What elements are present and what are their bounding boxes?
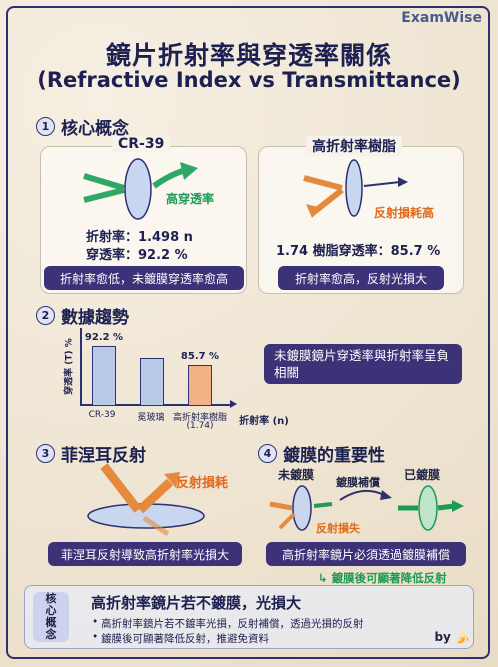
high-transmittance-label: 高穿透率 <box>166 192 215 206</box>
fresnel-conclusion-pill: 菲涅耳反射導致高折射率光損大 <box>48 542 242 566</box>
tick-label-high-index-value: (1.74) <box>186 421 214 431</box>
section-number: 1 <box>36 117 55 136</box>
byline-text: by <box>434 630 451 644</box>
coated-lens-icon <box>418 485 438 531</box>
high-index-conclusion-pill: 折射率愈高，反射光損大 <box>278 266 444 290</box>
summary-bullet: 高折射率鏡片若不鍍率光損，反射補償，透過光損的反射 <box>92 616 363 631</box>
brand-logo: ExamWise <box>401 10 482 26</box>
reflected-light-arrow <box>278 512 296 530</box>
transmitted-light-arrow <box>152 167 187 189</box>
section-4-heading: 4 鍍膜的重要性 <box>258 441 385 466</box>
banana-icon: 🍌 <box>455 630 470 644</box>
reflection-loss-label: 反射損失 <box>316 522 360 535</box>
x-axis-arrow-icon <box>230 400 237 408</box>
arrow-head-icon <box>380 490 392 500</box>
side-char: 核 <box>45 592 57 605</box>
high-index-title: 高折射率樹脂 <box>306 136 402 156</box>
section-2-heading: 2 數據趨勢 <box>36 303 129 328</box>
transmitted-light-arrow <box>363 181 401 187</box>
arrow-head-icon <box>164 472 180 488</box>
transmitted-light-arrow <box>313 502 333 508</box>
side-char: 概 <box>45 616 57 629</box>
incoming-light-arrow <box>303 175 343 191</box>
cr39-transmittance: 穿透率：92.2 % <box>86 248 188 263</box>
bar-high-index <box>188 365 212 405</box>
coating-note: ↳ 鍍膜後可顯著降低反射 <box>318 570 447 586</box>
section-number: 2 <box>36 306 55 325</box>
coating-note-text: 鍍膜後可顯著降低反射 <box>331 571 447 585</box>
cr39-conclusion-pill: 折射率愈低，未鍍膜穿透率愈高 <box>44 266 244 290</box>
data-label-cr39: 92.2 % <box>84 332 124 343</box>
data-label-high-index: 85.7 % <box>180 351 220 362</box>
y-axis-label: 穿透率 (T) % <box>64 338 75 395</box>
side-char: 心 <box>45 604 57 617</box>
lens-icon <box>345 159 363 217</box>
arrow-head-icon <box>452 500 464 512</box>
high-index-illustration <box>303 159 408 218</box>
summary-box: 核 心 概 念 高折射率鏡片若不鍍膜，光損大 高折射率鏡片若不鍍率光損，反射補償… <box>24 585 474 649</box>
incoming-light-arrow <box>83 173 125 191</box>
section-title: 數據趨勢 <box>61 308 129 328</box>
uncoated-lens-icon <box>292 485 312 531</box>
section-title: 菲涅耳反射 <box>61 446 146 466</box>
summary-title: 高折射率鏡片若不鍍膜，光損大 <box>91 594 302 612</box>
coating-conclusion-pill: 高折射率鏡片必須透過鍍膜補償 <box>266 542 466 566</box>
cr39-title: CR-39 <box>112 136 171 152</box>
trend-conclusion-pill: 未鍍膜鏡片穿透率與折射率呈負相關 <box>264 344 462 384</box>
page-frame <box>6 6 490 659</box>
fresnel-loss-label: 反射損耗 <box>176 476 229 491</box>
arrow-head-icon <box>180 162 198 180</box>
section-title: 鍍膜的重要性 <box>283 446 385 466</box>
coated-label: 已鍍膜 <box>404 468 441 482</box>
tick-label-high-index: 高折射率樹脂 <box>172 413 227 423</box>
cr39-index: 折射率：1.498 n <box>86 230 193 245</box>
tick-label-crown-glass: 冕玻璃 <box>137 413 165 423</box>
byline: by 🍌 <box>434 630 470 644</box>
fresnel-illustration <box>87 463 205 537</box>
page-subtitle: (Refractive Index vs Transmittance) <box>37 68 461 92</box>
y-axis <box>80 328 82 404</box>
return-arrow-icon: ↳ <box>318 571 332 585</box>
incoming-light-arrow <box>269 501 293 511</box>
refracted-light-arrow <box>142 515 170 537</box>
section-title: 核心概念 <box>61 119 129 139</box>
incoming-light-arrow <box>100 463 142 513</box>
lens-icon <box>124 158 152 220</box>
coating-illustration <box>269 485 464 531</box>
coating-compensation-label: 鍍膜補償 <box>336 476 380 489</box>
side-char: 念 <box>45 628 57 641</box>
arrow-head-icon <box>398 177 408 187</box>
tick-label-cr39: CR-39 <box>88 410 116 420</box>
section-number: 3 <box>36 444 55 463</box>
transmitted-light-arrow <box>437 503 455 511</box>
section-3-heading: 3 菲涅耳反射 <box>36 441 146 466</box>
compensation-arrow <box>339 489 387 501</box>
bar-cr39 <box>92 346 116 405</box>
arrow-head-icon <box>306 204 322 218</box>
uncoated-label: 未鍍膜 <box>278 468 315 482</box>
x-axis-label: 折射率 (n) <box>239 416 289 427</box>
cr39-illustration <box>83 158 198 220</box>
reflection-loss-label: 反射損耗高 <box>374 206 435 220</box>
bar-crown-glass <box>140 358 164 405</box>
reflected-light-arrow <box>136 478 174 514</box>
section-number: 4 <box>258 444 277 463</box>
summary-side-label: 核 心 概 念 <box>33 592 69 642</box>
incoming-light-arrow <box>83 187 125 203</box>
summary-bullet: 鍍膜後可顯著降低反射，推避免資料 <box>92 631 269 646</box>
page-title: 鏡片折射率與穿透率關係 <box>105 41 392 70</box>
section-1-heading: 1 核心概念 <box>36 114 129 139</box>
high-index-transmittance: 1.74 樹脂穿透率：85.7 % <box>276 244 441 259</box>
